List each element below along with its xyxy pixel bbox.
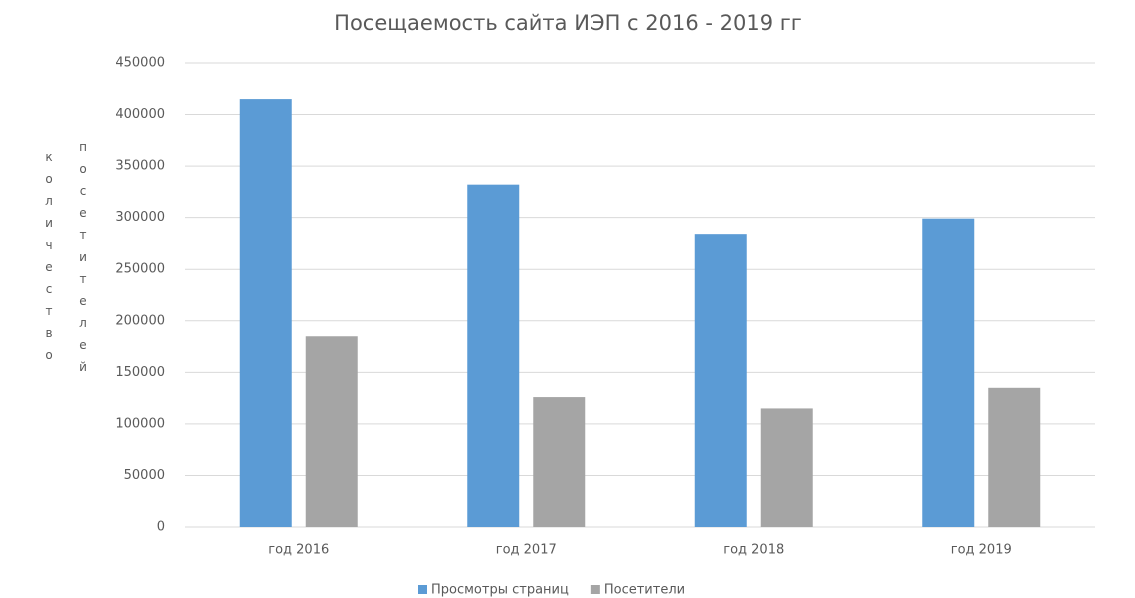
legend-label: Посетители [604,583,685,598]
legend-label: Просмотры страниц [431,583,569,598]
x-tick-label: год 2017 [496,543,557,558]
bar [305,336,358,527]
y-tick-label: 350000 [115,159,165,174]
y-tick-label: 250000 [115,262,165,277]
x-tick-label: год 2018 [723,543,784,558]
y-tick-label: 0 [157,520,165,535]
y-tick-label: 450000 [115,56,165,71]
bar [988,387,1041,527]
y-tick-label: 150000 [115,365,165,380]
y-tick-label: 50000 [124,468,165,483]
y-axis-label: посетителей [76,140,90,382]
legend-swatch [418,585,427,594]
y-tick-label: 400000 [115,107,165,122]
bar [239,99,292,527]
bar [760,408,813,527]
bar [533,397,586,527]
bar [694,234,747,528]
y-axis-label: количество [42,150,56,370]
x-tick-label: год 2016 [268,543,329,558]
bar [922,218,975,527]
bar [467,184,520,527]
x-tick-label: год 2019 [951,543,1012,558]
chart-title: Посещаемость сайта ИЭП с 2016 - 2019 гг [334,11,802,35]
y-tick-label: 200000 [115,313,165,328]
y-tick-label: 100000 [115,416,165,431]
legend-swatch [590,585,600,594]
y-tick-label: 300000 [115,210,165,225]
